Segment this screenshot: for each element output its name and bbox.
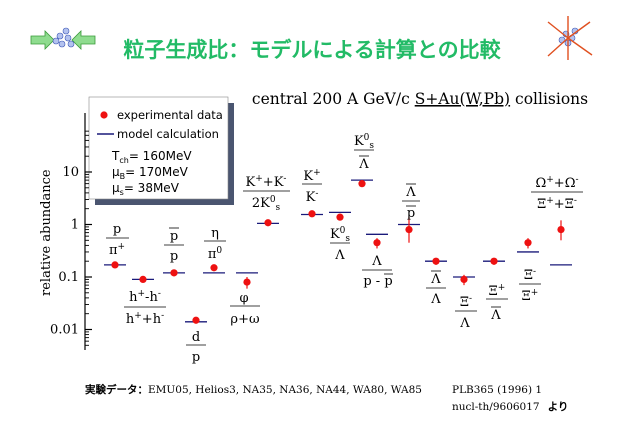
ratio-label-lambdabar-pbar: Λp [402,183,420,221]
svg-text:π+: π+ [109,242,125,258]
y-tick-label: 0.01 [50,323,79,338]
svg-text:Ξ-: Ξ- [524,267,536,283]
axes: 0.01 0.1 1 10 relative abundance [39,113,92,350]
svg-text:2K0s: 2K0s [252,195,281,213]
svg-text:η: η [211,226,219,241]
svg-text:p: p [113,222,121,237]
footer-ref-preprint: nucl-th/9606017 より [452,401,568,413]
ratio-label-d-p: dp [186,330,206,365]
svg-text:h+-h-: h+-h- [129,289,161,305]
y-tick-label: 10 [62,165,79,180]
slide-title: 粒子生成比：モデルによる計算との比較 [123,38,501,62]
collision-system: S+Au(W,Pb) [415,90,510,108]
experimental-point [192,316,200,324]
svg-text:K0s: K0s [330,226,350,244]
experimental-point [243,278,251,286]
ratio-label-phi-rho: φ ρ+ω [230,291,260,327]
legend-experimental-label: experimental data [117,108,223,122]
legend: experimental data model calculation Tch=… [88,96,234,205]
ratio-label-eta-pi0: η π0 [204,226,226,262]
svg-text:Λ: Λ [430,272,441,287]
ratio-label-ximinus-lambda: Ξ- Λ [455,294,477,331]
ratio-label-lambdabar-lambda: ΛΛ [426,270,446,307]
y-tick-label: 0.1 [58,270,79,285]
svg-text:d: d [192,330,200,345]
experimental-point [308,210,316,218]
svg-text:Ξ+: Ξ+ [489,283,506,299]
legend-experimental-marker [100,111,108,119]
legend-model-label: model calculation [117,127,219,141]
legend-param-mus: μs= 38MeV [112,181,180,197]
experimental-point [460,275,468,284]
svg-text:p: p [192,350,200,365]
svg-text:Λ: Λ [358,157,369,172]
ratio-labels: pπ+ h+-h-h++h- pp dp ηπ0 φρ+ω K++K-2K0s … [106,133,583,365]
svg-text:K-: K- [306,189,319,205]
svg-text:π0: π0 [208,246,223,262]
legend-param-tch: Tch= 160MeV [111,149,192,165]
collision-icon-right [547,16,593,60]
ratio-label-h: h+-h-h++h- [124,289,166,327]
experimental-point [490,257,498,265]
svg-text:Λ: Λ [371,254,382,269]
svg-text:K+: K+ [303,168,320,184]
experimental-point [210,264,218,272]
data-marks [104,179,572,324]
experimental-point [358,180,366,188]
svg-text:Λ: Λ [334,248,345,263]
svg-text:Λ: Λ [490,308,501,323]
svg-text:Ξ-: Ξ- [460,294,472,310]
svg-text:K++K-: K++K- [246,174,287,190]
ratio-label-lambda-pminuspbar: Λp - p [362,254,393,289]
y-tick-label: 1 [71,218,79,233]
experimental-point [524,239,532,247]
experimental-point [170,269,178,277]
svg-text:φ: φ [239,291,248,306]
svg-text:Λ: Λ [430,292,441,307]
ratio-label-p-pi: p π+ [106,222,129,258]
experimental-point [139,275,147,284]
svg-text:p - p: p - p [363,274,392,289]
svg-text:p: p [170,229,178,244]
ratio-label-xiplus-lambdabar: Ξ+ Λ [486,283,508,323]
svg-text:Λ: Λ [405,185,416,200]
collision-icon-left [30,27,96,50]
experimental-point [432,257,440,265]
experimental-point [264,219,272,227]
svg-text:p: p [407,206,415,221]
ratio-label-pbar-p: pp [164,227,184,264]
svg-text:Λ: Λ [459,316,470,331]
ratio-label-k0s-lambdabar: K0s Λ [354,133,374,172]
svg-text:Ξ+: Ξ+ [522,288,539,304]
footer-ref-journal: PLB365 (1996) 1 [452,384,542,396]
svg-text:K0s: K0s [354,133,374,151]
svg-text:p: p [170,249,178,264]
svg-text:Ω++Ω-: Ω++Ω- [535,175,578,191]
ratio-label-kpm-k0s: K++K- 2K0s [243,174,290,213]
ratio-label-kp-km: K+ K- [302,168,322,205]
chart-title: central 200 A GeV/c S+Au(W,Pb) collision… [252,90,588,108]
experimental-point [336,213,344,221]
experimental-point [111,261,119,269]
svg-text:ρ+ω: ρ+ω [230,312,259,327]
ratio-label-omega-xi: Ω++Ω- Ξ++Ξ- [531,175,583,212]
experimental-point [557,225,565,234]
svg-text:Ξ++Ξ-: Ξ++Ξ- [537,196,577,212]
experimental-point [405,225,413,234]
ratio-label-ximinus-xiplus: Ξ- Ξ+ [519,267,541,304]
footer-data-sources: 実験データ：EMU05, Helios3, NA35, NA36, NA44, … [85,383,422,396]
legend-param-mub: μB= 170MeV [112,165,189,181]
y-axis-label: relative abundance [39,169,54,296]
svg-text:h++h-: h++h- [126,311,164,327]
y-axis-ticks: 0.01 0.1 1 10 [50,130,92,346]
experimental-point [373,239,381,247]
ratio-label-k0s-lambda: K0s Λ [330,226,350,263]
